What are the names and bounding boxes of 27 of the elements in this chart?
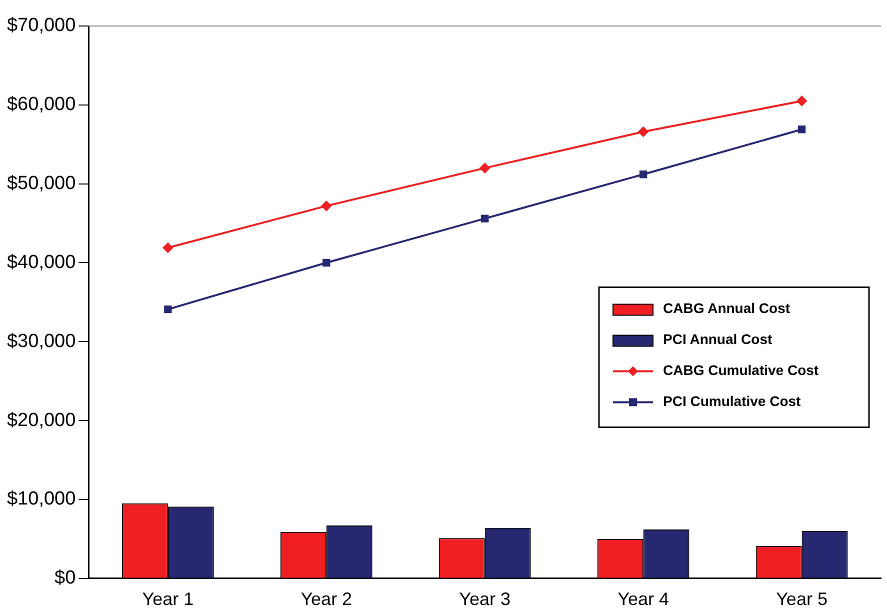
- x-tick-label: Year 3: [459, 589, 511, 610]
- y-tick-label: $0: [54, 568, 76, 589]
- y-tick-label: $20,000: [6, 410, 76, 431]
- point: [321, 200, 332, 211]
- y-tick-label: $30,000: [6, 330, 76, 352]
- x-tick-label: Year 2: [300, 589, 352, 610]
- point: [481, 214, 489, 222]
- legend-label: PCI Cumulative Cost: [663, 393, 802, 410]
- x-tick-label: Year 5: [776, 589, 828, 610]
- y-tick-label: $50,000: [6, 173, 76, 194]
- legend-label: CABG Cumulative Cost: [663, 362, 819, 378]
- y-tick-label: $10,000: [6, 488, 76, 510]
- point: [162, 242, 173, 253]
- legend-label: CABG Annual Cost: [663, 300, 790, 316]
- y-tick-label: $60,000: [6, 94, 76, 116]
- point: [164, 305, 172, 314]
- x-tick-label: Year 4: [618, 589, 669, 610]
- y-tick-label: $40,000: [6, 252, 76, 273]
- point: [480, 163, 490, 174]
- x-tick-label: Year 1: [142, 589, 194, 610]
- point: [322, 258, 330, 267]
- legend-label: PCI Annual Cost: [663, 331, 772, 348]
- point: [796, 96, 807, 106]
- y-tick-label: $70,000: [6, 15, 76, 36]
- point: [798, 126, 806, 134]
- point: [639, 170, 648, 178]
- point: [638, 126, 648, 137]
